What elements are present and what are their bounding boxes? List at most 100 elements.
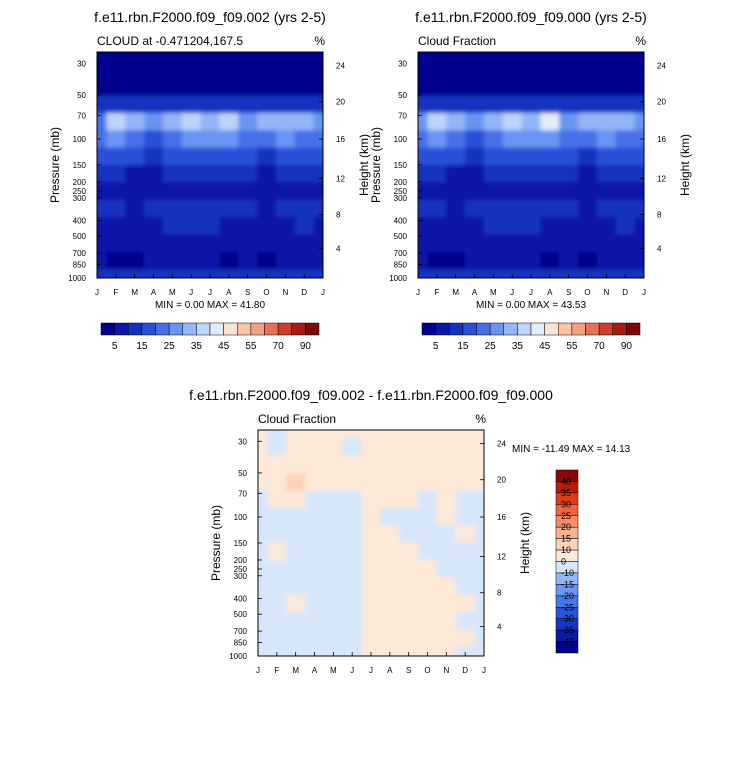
y-right-tick-label: 16: [497, 513, 506, 522]
heatmap-cell: [446, 78, 466, 97]
y-right-tick-label: 20: [497, 476, 506, 485]
heatmap-cell: [634, 165, 644, 184]
y-tick-label: 250: [234, 565, 248, 574]
heatmap-cell: [427, 269, 448, 278]
heatmap-cell: [257, 251, 277, 271]
heatmap-cell: [286, 430, 306, 440]
heatmap-cell: [238, 78, 258, 97]
heatmap-cell: [162, 182, 183, 201]
heatmap-cell: [97, 182, 108, 201]
heatmap-cell: [634, 199, 644, 218]
x-tick-label: A: [151, 288, 157, 297]
y-right-tick-label: 8: [657, 211, 662, 220]
heatmap-cell: [294, 95, 315, 114]
x-tick-label: N: [443, 666, 449, 675]
heatmap-cell: [106, 95, 127, 114]
heatmap-cell: [361, 490, 382, 510]
heatmap-cell: [238, 112, 258, 132]
heatmap-cell: [455, 629, 476, 649]
heatmap-cell: [483, 95, 504, 114]
heatmap-cell: [313, 234, 323, 253]
heatmap-cell: [144, 60, 164, 79]
y-axis-label: Pressure (mb): [209, 505, 223, 581]
heatmap-cell: [455, 473, 476, 492]
colorbar-label: 10: [561, 545, 571, 555]
heatmap-cell: [257, 60, 277, 79]
heatmap-cell: [258, 430, 269, 440]
heatmap-cell: [342, 456, 363, 475]
heatmap-cell: [125, 147, 145, 166]
heatmap-cell: [144, 234, 164, 253]
heatmap-cell: [634, 217, 644, 236]
y-axis-label: Pressure (mb): [369, 127, 383, 203]
x-tick-label: F: [434, 288, 439, 297]
heatmap-cell: [483, 199, 504, 218]
heatmap-cell: [578, 251, 598, 271]
colorbar-label: 25: [561, 511, 571, 521]
heatmap-cell: [615, 199, 636, 218]
y-tick-label: 70: [238, 489, 247, 498]
panel-3: f.e11.rbn.F2000.f09_f09.002 - f.e11.rbn.…: [189, 387, 631, 675]
heatmap-cell: [474, 560, 484, 579]
colorbar-box: [277, 322, 292, 336]
colorbar-box: [435, 322, 450, 336]
heatmap-cells: [418, 52, 644, 278]
heatmap-cell: [634, 78, 644, 97]
colorbar-box: [612, 322, 627, 336]
x-tick-label: J: [529, 288, 533, 297]
y-tick-label: 300: [394, 194, 408, 203]
heatmap-cell: [418, 430, 438, 440]
heatmap-cell: [502, 112, 523, 132]
colorbar-label: 55: [566, 341, 578, 352]
heatmap-cell: [97, 147, 108, 166]
heatmap-cell: [97, 60, 108, 79]
heatmap-cell: [436, 508, 457, 527]
heatmap-cell: [578, 78, 598, 97]
heatmap-cell: [323, 430, 344, 440]
heatmap-cell: [474, 525, 484, 544]
heatmap-cell: [219, 78, 240, 97]
heatmap-cell: [181, 182, 202, 201]
colorbar-box: [585, 322, 600, 336]
heatmap-cell: [418, 182, 429, 201]
heatmap-cell: [323, 612, 344, 631]
heatmap-cell: [483, 147, 504, 166]
heatmap-cell: [474, 629, 484, 649]
heatmap-cell: [465, 269, 485, 278]
heatmap-cell: [427, 130, 448, 149]
heatmap-cell: [483, 130, 504, 149]
heatmap-cell: [540, 95, 561, 114]
heatmap-cell: [427, 251, 448, 271]
heatmap-cell: [238, 130, 258, 149]
heatmap-cell: [418, 234, 429, 253]
heatmap-cell: [106, 60, 127, 79]
heatmap-cell: [399, 430, 419, 440]
min-max-stats: MIN = -11.49 MAX = 14.13: [512, 444, 631, 455]
heatmap-cell: [615, 52, 636, 62]
x-tick-label: N: [603, 288, 609, 297]
heatmap-cell: [97, 234, 108, 253]
heatmap-cell: [219, 112, 240, 132]
heatmap-cell: [540, 199, 561, 218]
heatmap-cell: [238, 269, 258, 278]
heatmap-cell: [305, 577, 325, 596]
heatmap-cell: [258, 612, 269, 631]
heatmap-cell: [323, 525, 344, 544]
heatmap-cell: [200, 217, 221, 236]
heatmap-cell: [275, 147, 296, 166]
colorbar-label: 15: [561, 534, 571, 544]
heatmap-cell: [634, 95, 644, 114]
heatmap-cell: [540, 112, 561, 132]
y-tick-label: 30: [238, 437, 247, 446]
x-tick-label: J: [369, 666, 373, 675]
heatmap-cell: [502, 269, 523, 278]
heatmap-cell: [427, 199, 448, 218]
heatmap-cell: [540, 251, 561, 271]
heatmap-cell: [559, 251, 579, 271]
colorbar-label: 35: [512, 341, 524, 352]
heatmap-cell: [361, 647, 382, 656]
heatmap-cell: [162, 130, 183, 149]
x-tick-label: D: [622, 288, 628, 297]
heatmap-cell: [559, 95, 579, 114]
heatmap-cell: [294, 78, 315, 97]
